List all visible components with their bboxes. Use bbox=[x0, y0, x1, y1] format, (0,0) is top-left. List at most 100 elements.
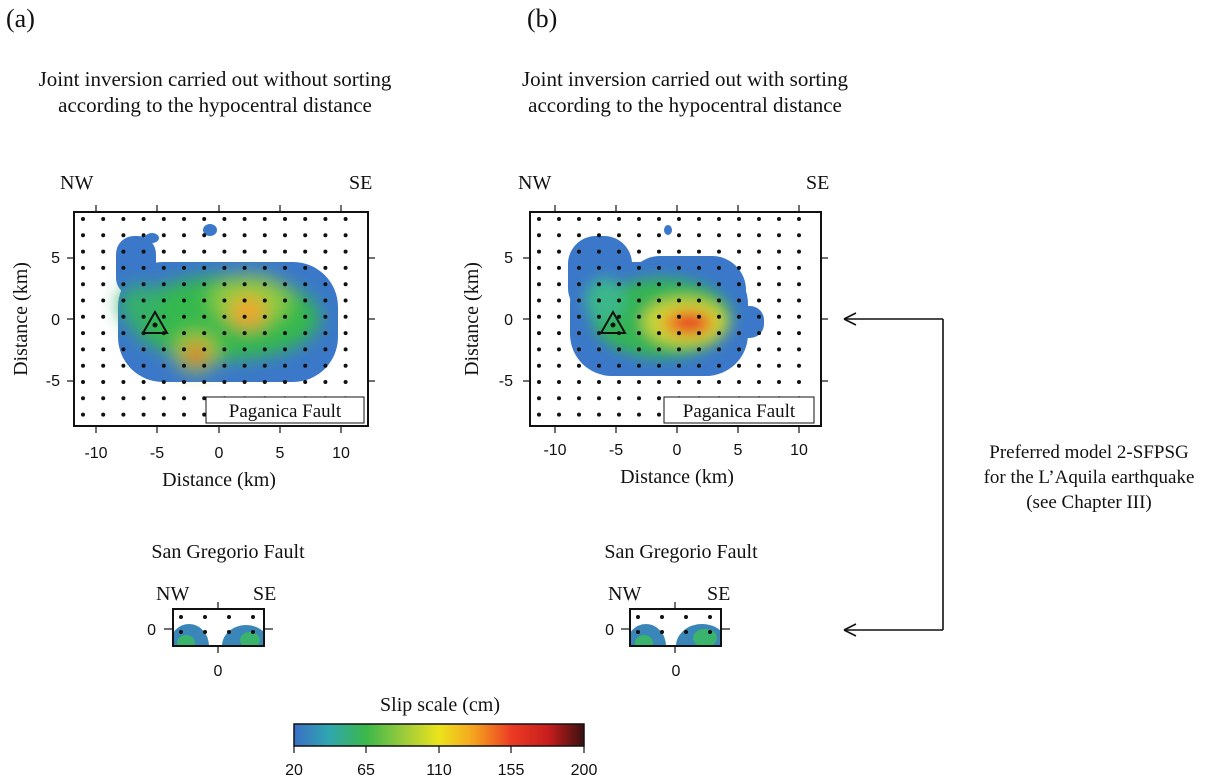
grid-dot bbox=[717, 314, 721, 319]
panel-b-ytick: -5 bbox=[499, 373, 513, 390]
preferred-model-bracket bbox=[844, 318, 944, 631]
grid-dot bbox=[577, 314, 581, 319]
grid-dot bbox=[161, 363, 166, 368]
grid-dot bbox=[697, 363, 701, 368]
grid-dot bbox=[81, 347, 85, 352]
grid-dot bbox=[81, 249, 85, 254]
grid-dot bbox=[557, 331, 561, 336]
grid-dot bbox=[343, 298, 348, 303]
grid-dot bbox=[757, 331, 761, 336]
grid-dot bbox=[777, 282, 781, 287]
grid-dot bbox=[202, 314, 207, 319]
grid-dot bbox=[262, 331, 267, 336]
grid-dot bbox=[637, 314, 641, 319]
grid-dot bbox=[684, 630, 688, 634]
colorbar-tick-label: 20 bbox=[285, 762, 303, 779]
grid-dot bbox=[777, 380, 781, 384]
grid-dot bbox=[797, 217, 801, 221]
grid-dot bbox=[677, 282, 681, 287]
grid-dot bbox=[637, 363, 641, 368]
grid-dot bbox=[577, 249, 581, 254]
grid-dot bbox=[202, 412, 207, 417]
grid-dot bbox=[202, 298, 207, 303]
panel-a-dir-left: NW bbox=[60, 172, 93, 194]
grid-dot bbox=[283, 298, 287, 303]
grid-dot bbox=[697, 298, 701, 303]
grid-dot bbox=[283, 331, 287, 336]
grid-dot bbox=[617, 282, 621, 287]
grid-dot bbox=[757, 217, 761, 221]
grid-dot bbox=[757, 249, 761, 254]
grid-dot bbox=[251, 615, 255, 619]
panel-a-fault-label: Paganica Fault bbox=[229, 401, 342, 422]
grid-dot bbox=[303, 217, 308, 221]
grid-dot bbox=[717, 363, 721, 368]
grid-dot bbox=[242, 249, 247, 254]
grid-dot bbox=[101, 380, 106, 384]
grid-dot bbox=[222, 249, 227, 254]
grid-dot bbox=[797, 331, 801, 336]
grid-dot bbox=[182, 347, 186, 352]
panel-b-dir-left: NW bbox=[518, 172, 551, 194]
grid-dot bbox=[577, 347, 581, 352]
grid-dot bbox=[657, 396, 661, 401]
panel-b-xtick: -5 bbox=[609, 442, 623, 459]
grid-dot bbox=[557, 314, 561, 319]
grid-dot bbox=[660, 630, 664, 634]
grid-dot bbox=[597, 249, 601, 254]
grid-dot bbox=[597, 412, 601, 417]
panel-a-xtick: -10 bbox=[84, 445, 107, 462]
grid-dot bbox=[737, 347, 741, 352]
grid-dot bbox=[303, 331, 308, 336]
grid-dot bbox=[121, 412, 126, 417]
panel-a-title-line1: Joint inversion carried out without sort… bbox=[38, 67, 392, 91]
grid-dot bbox=[121, 282, 126, 287]
grid-dot bbox=[323, 233, 328, 238]
grid-dot bbox=[697, 282, 701, 287]
grid-dot bbox=[179, 630, 183, 634]
grid-dot bbox=[757, 363, 761, 368]
grid-dot bbox=[202, 265, 207, 270]
grid-dot bbox=[660, 615, 664, 619]
panel-b-slip-core bbox=[585, 278, 732, 358]
grid-dot bbox=[617, 298, 621, 303]
colorbar-tick-label: 200 bbox=[571, 762, 598, 779]
grid-dot bbox=[657, 249, 661, 254]
grid-dot bbox=[657, 347, 661, 352]
grid-dot bbox=[227, 630, 231, 634]
colorbar-tick-label: 155 bbox=[498, 762, 525, 779]
grid-dot bbox=[242, 265, 247, 270]
grid-dot bbox=[121, 363, 126, 368]
grid-dot bbox=[283, 347, 287, 352]
grid-dot bbox=[121, 217, 126, 221]
grid-dot bbox=[577, 331, 581, 336]
grid-dot bbox=[283, 380, 287, 384]
panel-a-fault-label-box bbox=[205, 396, 365, 424]
grid-dot bbox=[557, 217, 561, 221]
grid-dot bbox=[637, 396, 641, 401]
grid-dot bbox=[222, 363, 227, 368]
grid-dot bbox=[81, 412, 85, 417]
grid-dot bbox=[597, 217, 601, 221]
grid-dot bbox=[537, 380, 541, 384]
grid-dot bbox=[697, 314, 701, 319]
grid-dot bbox=[697, 233, 701, 238]
panel-a-ytick: 0 bbox=[51, 312, 60, 329]
grid-dot bbox=[537, 298, 541, 303]
grid-dot bbox=[262, 265, 267, 270]
grid-dot bbox=[757, 347, 761, 352]
panel-a-ytick: -5 bbox=[46, 373, 60, 390]
grid-dot bbox=[637, 347, 641, 352]
grid-dot bbox=[637, 380, 641, 384]
grid-dot bbox=[777, 331, 781, 336]
grid-dot bbox=[141, 233, 146, 238]
grid-dot bbox=[557, 298, 561, 303]
grid-dot bbox=[262, 314, 267, 319]
grid-dot bbox=[343, 380, 348, 384]
grid-dot bbox=[101, 314, 106, 319]
panel-a-ylabel: Distance (km) bbox=[10, 262, 32, 376]
grid-dot bbox=[684, 615, 688, 619]
panel-b-hypocenter-icon bbox=[599, 309, 627, 334]
grid-dot bbox=[737, 265, 741, 270]
panel-b-slip-map bbox=[523, 205, 828, 433]
